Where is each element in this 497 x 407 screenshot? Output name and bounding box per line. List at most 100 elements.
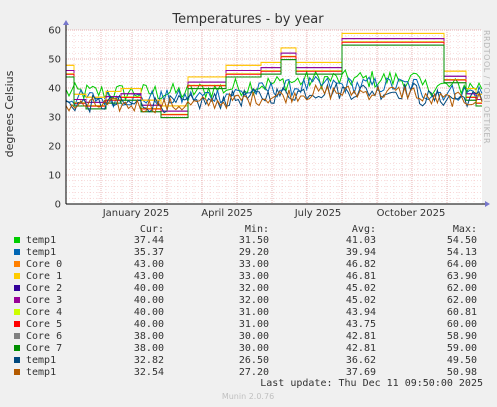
legend-value-min: 31.00 bbox=[239, 307, 269, 318]
series-line-11 bbox=[65, 83, 483, 114]
legend-swatch bbox=[14, 333, 20, 339]
y-tick-label: 10 bbox=[48, 171, 61, 182]
legend-swatch bbox=[14, 237, 20, 243]
legend-value-cur: 37.44 bbox=[134, 235, 164, 246]
legend-value-max: 60.00 bbox=[447, 319, 477, 330]
legend-swatch bbox=[14, 345, 20, 351]
legend-value-avg: 46.82 bbox=[346, 259, 376, 270]
legend: Cur: Min: Avg: Max: temp1 37.44 31.50 41.03 54.5… bbox=[14, 224, 477, 378]
legend-swatch bbox=[14, 309, 20, 315]
legend-value-min: 32.00 bbox=[239, 295, 269, 306]
legend-series-name: Core 7 bbox=[26, 343, 62, 354]
legend-value-avg: 39.94 bbox=[346, 247, 376, 258]
legend-value-avg: 37.69 bbox=[346, 367, 376, 378]
legend-series-name: Core 4 bbox=[26, 307, 62, 318]
legend-series-name: Core 1 bbox=[26, 271, 62, 282]
series-lines bbox=[65, 32, 483, 119]
legend-value-cur: 43.00 bbox=[134, 259, 164, 270]
legend-series-name: Core 3 bbox=[26, 295, 62, 306]
series-line-0 bbox=[65, 69, 483, 102]
legend-value-min: 31.50 bbox=[239, 235, 269, 246]
legend-value-cur: 38.00 bbox=[134, 331, 164, 342]
legend-value-avg: 42.81 bbox=[346, 331, 376, 342]
legend-value-max: 54.13 bbox=[447, 247, 477, 258]
legend-value-min: 26.50 bbox=[239, 355, 269, 366]
legend-value-cur: 32.82 bbox=[134, 355, 164, 366]
legend-value-max: 60.81 bbox=[447, 307, 477, 318]
legend-value-avg: 46.81 bbox=[346, 271, 376, 282]
legend-value-max: 54.50 bbox=[447, 235, 477, 246]
legend-swatch bbox=[14, 369, 20, 375]
x-axis-arrow bbox=[485, 201, 490, 207]
last-update: Last update: Thu Dec 11 09:50:00 2025 bbox=[260, 378, 483, 389]
legend-value-min: 27.20 bbox=[239, 367, 269, 378]
legend-value-avg: 42.81 bbox=[346, 343, 376, 354]
legend-swatch bbox=[14, 285, 20, 291]
legend-value-cur: 40.00 bbox=[134, 307, 164, 318]
rrdtool-watermark: RRDTOOL / TOBI OETIKER bbox=[482, 30, 491, 144]
legend-value-max: 62.00 bbox=[447, 295, 477, 306]
y-tick-label: 60 bbox=[48, 26, 61, 37]
series-line-10 bbox=[65, 81, 483, 114]
legend-header-min: Min: bbox=[245, 224, 269, 235]
legend-value-min: 31.00 bbox=[239, 319, 269, 330]
legend-swatch bbox=[14, 321, 20, 327]
legend-series-name: Core 0 bbox=[26, 259, 62, 270]
legend-value-min: 32.00 bbox=[239, 283, 269, 294]
legend-value-avg: 45.02 bbox=[346, 283, 376, 294]
legend-series-name: temp1 bbox=[26, 367, 56, 378]
y-tick-label: 20 bbox=[48, 142, 61, 153]
y-tick-label: 30 bbox=[48, 113, 61, 124]
y-tick-label: 0 bbox=[55, 200, 61, 211]
chart-title: Temperatures - by year bbox=[171, 12, 324, 27]
legend-value-cur: 35.37 bbox=[134, 247, 164, 258]
legend-value-max: 58.90 bbox=[447, 331, 477, 342]
legend-value-min: 30.00 bbox=[239, 343, 269, 354]
legend-swatch bbox=[14, 357, 20, 363]
legend-value-max: 63.90 bbox=[447, 271, 477, 282]
legend-swatch bbox=[14, 297, 20, 303]
legend-series-name: temp1 bbox=[26, 247, 56, 258]
legend-value-cur: 40.00 bbox=[134, 295, 164, 306]
legend-series-name: Core 2 bbox=[26, 283, 62, 294]
legend-value-avg: 43.94 bbox=[346, 307, 376, 318]
y-axis-arrow bbox=[63, 20, 69, 25]
legend-value-max: 59.00 bbox=[447, 343, 477, 354]
legend-value-max: 62.00 bbox=[447, 283, 477, 294]
legend-series-name: temp1 bbox=[26, 235, 56, 246]
legend-swatch bbox=[14, 273, 20, 279]
x-tick-label: July 2025 bbox=[294, 208, 342, 219]
x-tick-label: January 2025 bbox=[102, 208, 170, 219]
legend-value-avg: 43.75 bbox=[346, 319, 376, 330]
y-tick-label: 50 bbox=[48, 55, 61, 66]
series-line-9 bbox=[66, 44, 482, 119]
legend-value-cur: 38.00 bbox=[134, 343, 164, 354]
legend-value-min: 29.20 bbox=[239, 247, 269, 258]
legend-value-max: 64.00 bbox=[447, 259, 477, 270]
legend-value-max: 49.50 bbox=[447, 355, 477, 366]
axes: 0 10 20 30 40 50 60 January 2025 April 2025 July … bbox=[48, 20, 490, 219]
legend-value-cur: 40.00 bbox=[134, 319, 164, 330]
x-tick-label: October 2025 bbox=[377, 208, 446, 219]
legend-value-cur: 40.00 bbox=[134, 283, 164, 294]
legend-series-name: Core 6 bbox=[26, 331, 62, 342]
legend-value-max: 50.98 bbox=[447, 367, 477, 378]
legend-value-avg: 45.02 bbox=[346, 295, 376, 306]
y-tick-label: 40 bbox=[48, 84, 61, 95]
legend-swatch bbox=[14, 249, 20, 255]
legend-value-min: 33.00 bbox=[239, 271, 269, 282]
x-tick-label: April 2025 bbox=[201, 208, 252, 219]
legend-value-cur: 43.00 bbox=[134, 271, 164, 282]
legend-value-avg: 36.62 bbox=[346, 355, 376, 366]
legend-header-cur: Cur: bbox=[140, 224, 164, 235]
legend-header-max: Max: bbox=[453, 224, 477, 235]
legend-header-avg: Avg: bbox=[352, 224, 376, 235]
legend-series-name: Core 5 bbox=[26, 319, 62, 330]
legend-value-min: 33.00 bbox=[239, 259, 269, 270]
y-axis-title: degrees Celsius bbox=[3, 70, 16, 157]
legend-series-name: temp1 bbox=[26, 355, 56, 366]
legend-value-cur: 32.54 bbox=[134, 367, 164, 378]
legend-value-avg: 41.03 bbox=[346, 235, 376, 246]
legend-swatch bbox=[14, 261, 20, 267]
